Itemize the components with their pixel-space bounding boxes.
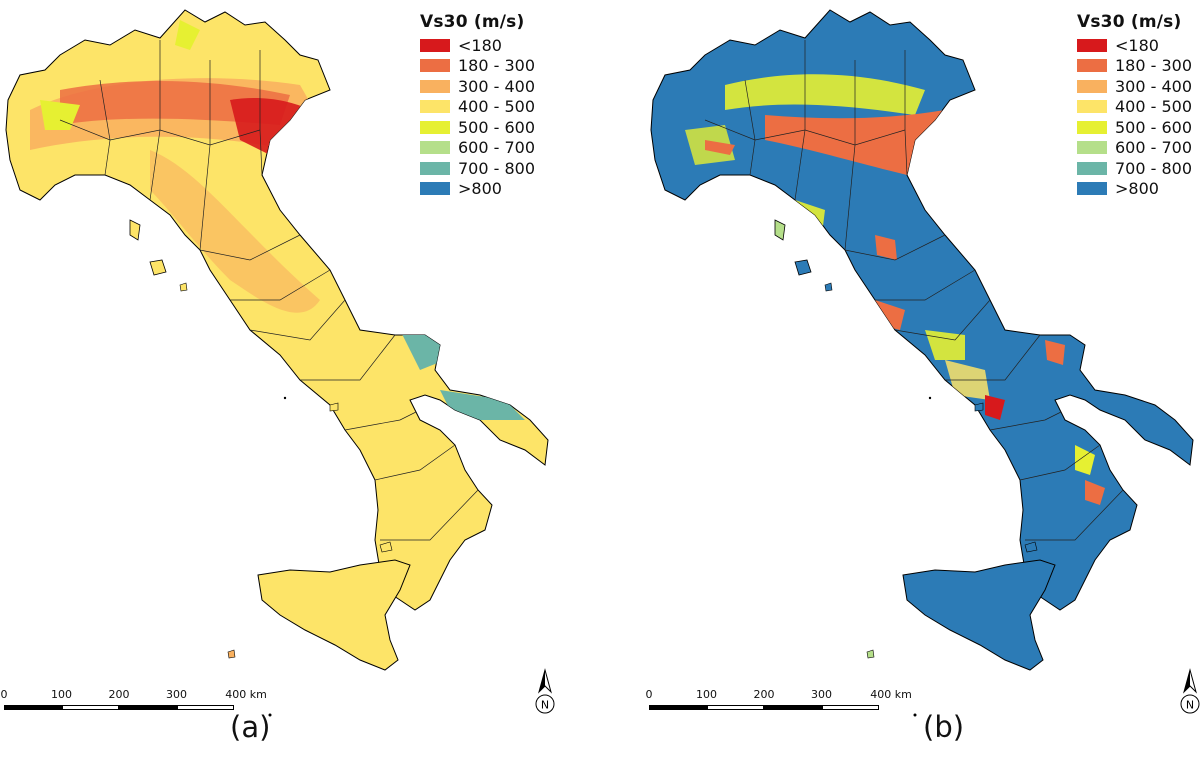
legend-label: 700 - 800 [1115, 158, 1193, 178]
legend-swatch [1077, 38, 1107, 52]
scale-segment [764, 705, 822, 710]
legend-swatch [1077, 59, 1107, 73]
scale-tick-label: 0 [0, 688, 8, 701]
legend-item: 500 - 600 [1077, 117, 1192, 138]
legend-swatch [420, 100, 450, 114]
legend-item: <180 [420, 35, 535, 56]
legend-item: >800 [420, 179, 535, 200]
legend-label: 700 - 800 [458, 158, 536, 178]
legend-swatch [420, 79, 450, 93]
legend-item: 400 - 500 [1077, 97, 1192, 118]
italy-landmass [5, 9, 549, 671]
legend-label: <180 [458, 35, 502, 55]
legend-item: 700 - 800 [420, 158, 535, 179]
legend-item: 600 - 700 [1077, 138, 1192, 159]
legend-label: 500 - 600 [1115, 117, 1193, 137]
map-panel-a: Vs30 (m/s) <180 180 - 300 300 - 400 400 - 5… [0, 9, 555, 744]
legend-label: 600 - 700 [1115, 138, 1193, 158]
island-dot [283, 396, 287, 400]
italy-map-b [650, 9, 1194, 717]
legend-swatch [1077, 182, 1107, 196]
scale-tick-label: 100 [51, 688, 72, 701]
scale-segment [706, 705, 764, 710]
island-dot [913, 713, 917, 717]
vs30-zones-a [30, 20, 525, 610]
legend-swatch [1077, 141, 1107, 155]
legend-title: Vs30 (m/s) [420, 12, 525, 32]
legend-swatch [420, 59, 450, 73]
legend-item: 700 - 800 [1077, 158, 1192, 179]
scale-segment [176, 705, 234, 710]
legend-b: Vs30 (m/s) <180 180 - 300 300 - 400 400 - 5… [1077, 12, 1192, 199]
scale-bar-a: 0 100 200 300 400 km [0, 688, 300, 718]
scale-tick-label: 0 [645, 688, 653, 701]
island-dot [268, 713, 272, 717]
legend-swatch [420, 141, 450, 155]
legend-swatch [1077, 120, 1107, 134]
island-dot [928, 396, 932, 400]
scale-segment [821, 705, 879, 710]
legend-label: 400 - 500 [458, 97, 536, 117]
legend-item: 300 - 400 [1077, 76, 1192, 97]
italy-map-a [5, 9, 549, 717]
legend-label: >800 [1115, 179, 1159, 199]
legend-item: <180 [1077, 35, 1192, 56]
scale-tick-label: 400 km [225, 688, 267, 701]
province-boundaries-b [704, 40, 1124, 541]
legend-swatch [1077, 161, 1107, 175]
legend-label: 600 - 700 [458, 138, 536, 158]
scale-segment [649, 705, 707, 710]
scale-segment [119, 705, 177, 710]
scale-tick-label: 300 [166, 688, 187, 701]
legend-item: 500 - 600 [420, 117, 535, 138]
legend-swatch [420, 182, 450, 196]
legend-item: 600 - 700 [420, 138, 535, 159]
scale-tick-label: 100 [696, 688, 717, 701]
legend-item: 180 - 300 [420, 56, 535, 77]
scale-bar-b: 0 100 200 300 400 km [645, 688, 945, 718]
legend-item: 300 - 400 [420, 76, 535, 97]
legend-item: 180 - 300 [1077, 56, 1192, 77]
legend-label: 300 - 400 [1115, 76, 1193, 96]
legend-label: 400 - 500 [1115, 97, 1193, 117]
legend-swatch [420, 161, 450, 175]
north-label: N [541, 699, 549, 712]
legend-label: 300 - 400 [458, 76, 536, 96]
north-label: N [1186, 699, 1194, 712]
scale-tick-label: 400 km [870, 688, 912, 701]
legend-swatch [420, 120, 450, 134]
legend-item: >800 [1077, 179, 1192, 200]
legend-swatch [1077, 79, 1107, 93]
north-arrow-icon: N [535, 668, 555, 714]
scale-segment [4, 705, 62, 710]
legend-swatch [420, 38, 450, 52]
north-arrow-icon: N [1180, 668, 1200, 714]
legend-label: >800 [458, 179, 502, 199]
legend-title: Vs30 (m/s) [1077, 12, 1182, 32]
legend-rows: <180 180 - 300 300 - 400 400 - 500 500 - 600… [1077, 35, 1192, 199]
panel-label-a: (a) [230, 710, 271, 744]
scale-tick-label: 300 [811, 688, 832, 701]
legend-label: <180 [1115, 35, 1159, 55]
legend-label: 500 - 600 [458, 117, 536, 137]
italy-landmass [650, 9, 1194, 671]
legend-label: 180 - 300 [458, 56, 536, 76]
map-panel-b: Vs30 (m/s) <180 180 - 300 300 - 400 400 - 5… [645, 0, 1200, 777]
scale-tick-label: 200 [753, 688, 775, 701]
scale-tick-label: 200 [108, 688, 130, 701]
legend-item: 400 - 500 [420, 97, 535, 118]
legend-label: 180 - 300 [1115, 56, 1193, 76]
scale-segment [61, 705, 119, 710]
legend-swatch [1077, 100, 1107, 114]
panel-label-b: (b) [923, 710, 965, 744]
legend-a: Vs30 (m/s) <180 180 - 300 300 - 400 400 - 5… [420, 12, 535, 199]
legend-rows: <180 180 - 300 300 - 400 400 - 500 500 - 600… [420, 35, 535, 199]
